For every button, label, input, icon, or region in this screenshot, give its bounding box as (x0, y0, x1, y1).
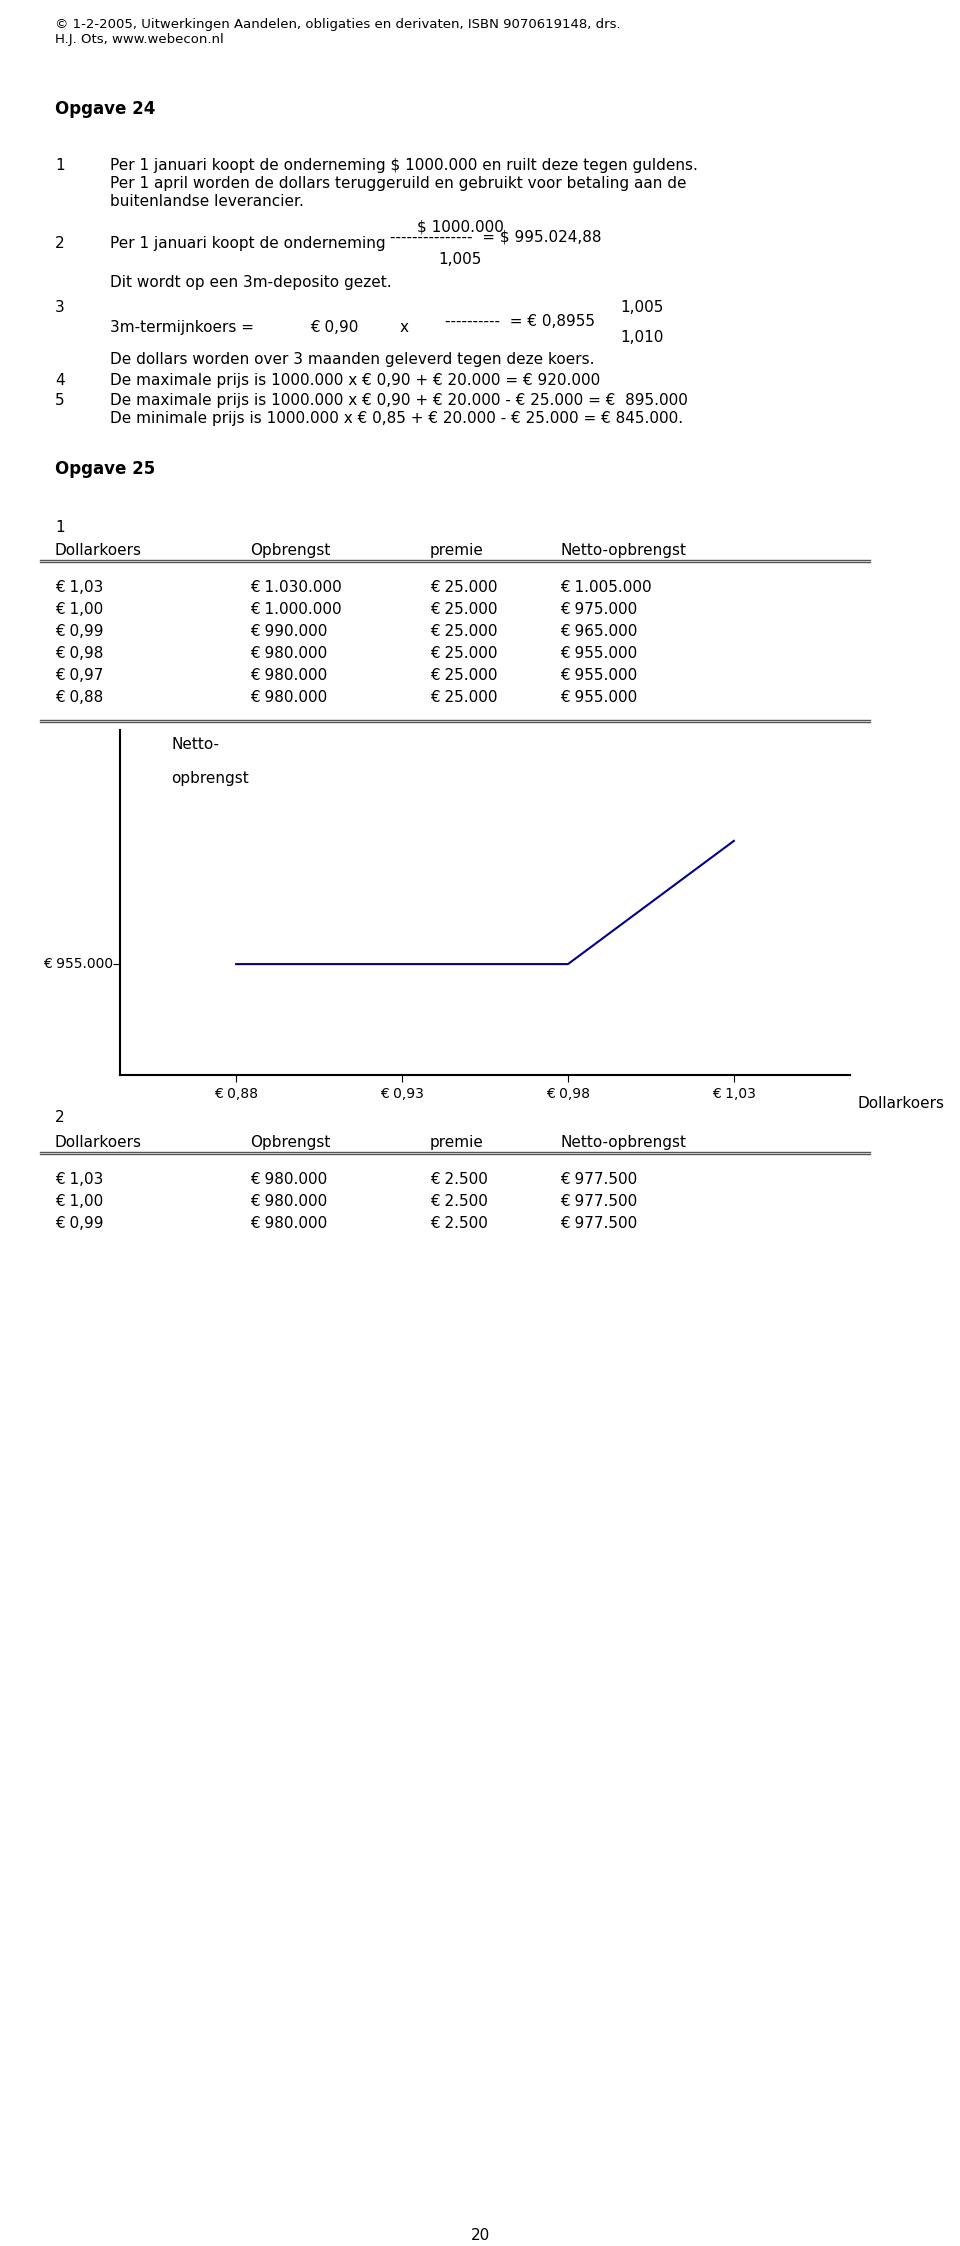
Text: De dollars worden over 3 maanden geleverd tegen deze koers.: De dollars worden over 3 maanden gelever… (110, 353, 594, 366)
Text: De maximale prijs is 1000.000 x € 0,90 + € 20.000 - € 25.000 = €  895.000: De maximale prijs is 1000.000 x € 0,90 +… (110, 393, 688, 409)
Text: 1,010: 1,010 (620, 330, 663, 346)
Text: € 980.000: € 980.000 (250, 1215, 327, 1231)
Text: © 1-2-2005, Uitwerkingen Aandelen, obligaties en derivaten, ISBN 9070619148, drs: © 1-2-2005, Uitwerkingen Aandelen, oblig… (55, 18, 620, 31)
Text: De minimale prijs is 1000.000 x € 0,85 + € 20.000 - € 25.000 = € 845.000.: De minimale prijs is 1000.000 x € 0,85 +… (110, 411, 684, 427)
Text: € 980.000: € 980.000 (250, 690, 327, 705)
Text: 1,005: 1,005 (620, 301, 663, 314)
Text: € 0,97: € 0,97 (55, 667, 104, 683)
Text: $ 1000.000: $ 1000.000 (417, 220, 503, 236)
Text: Opbrengst: Opbrengst (250, 544, 330, 557)
Text: 1: 1 (55, 157, 64, 173)
Text: Dollarkoers: Dollarkoers (857, 1096, 945, 1112)
Text: € 0,98: € 0,98 (55, 647, 104, 660)
Text: Opgave 25: Opgave 25 (55, 460, 156, 478)
Text: 3: 3 (55, 301, 64, 314)
Text: premie: premie (430, 1134, 484, 1150)
Text: 3m-termijnkoers =: 3m-termijnkoers = (110, 319, 254, 335)
Text: ----------  = € 0,8955: ---------- = € 0,8955 (445, 314, 595, 328)
Text: € 955.000: € 955.000 (42, 957, 112, 970)
Text: € 977.500: € 977.500 (560, 1195, 637, 1208)
Text: Dit wordt op een 3m-deposito gezet.: Dit wordt op een 3m-deposito gezet. (110, 274, 392, 290)
Text: € 1,00: € 1,00 (55, 1195, 104, 1208)
Text: € 25.000: € 25.000 (430, 602, 497, 618)
Text: € 2.500: € 2.500 (430, 1172, 488, 1186)
Text: 1,005: 1,005 (439, 252, 482, 267)
Text: € 1,03: € 1,03 (55, 579, 104, 595)
Text: De maximale prijs is 1000.000 x € 0,90 + € 20.000 = € 920.000: De maximale prijs is 1000.000 x € 0,90 +… (110, 373, 600, 389)
Text: 2: 2 (55, 1110, 64, 1125)
Text: € 0,90: € 0,90 (310, 319, 358, 335)
Text: € 0,99: € 0,99 (55, 1215, 104, 1231)
Text: € 25.000: € 25.000 (430, 579, 497, 595)
Text: € 977.500: € 977.500 (560, 1215, 637, 1231)
Text: buitenlandse leverancier.: buitenlandse leverancier. (110, 193, 304, 209)
Text: Netto-opbrengst: Netto-opbrengst (560, 544, 686, 557)
Text: € 25.000: € 25.000 (430, 624, 497, 640)
Text: Netto-: Netto- (171, 737, 219, 752)
Text: € 955.000: € 955.000 (560, 647, 637, 660)
Text: Dollarkoers: Dollarkoers (55, 1134, 142, 1150)
Text: Per 1 april worden de dollars teruggeruild en gebruikt voor betaling aan de: Per 1 april worden de dollars teruggerui… (110, 175, 686, 191)
Text: Per 1 januari koopt de onderneming $ 1000.000 en ruilt deze tegen guldens.: Per 1 januari koopt de onderneming $ 100… (110, 157, 698, 173)
Text: € 1.000.000: € 1.000.000 (250, 602, 342, 618)
Text: € 1.005.000: € 1.005.000 (560, 579, 652, 595)
Text: € 2.500: € 2.500 (430, 1195, 488, 1208)
Text: € 965.000: € 965.000 (560, 624, 637, 640)
Text: H.J. Ots, www.webecon.nl: H.J. Ots, www.webecon.nl (55, 34, 224, 45)
Text: € 0,88: € 0,88 (55, 690, 104, 705)
Text: € 1.030.000: € 1.030.000 (250, 579, 342, 595)
Text: € 25.000: € 25.000 (430, 647, 497, 660)
Text: € 955.000: € 955.000 (560, 667, 637, 683)
Text: 2: 2 (55, 236, 64, 252)
Text: € 977.500: € 977.500 (560, 1172, 637, 1186)
Text: Netto-opbrengst: Netto-opbrengst (560, 1134, 686, 1150)
Text: opbrengst: opbrengst (171, 770, 249, 786)
Text: Opgave 24: Opgave 24 (55, 101, 156, 119)
Text: € 2.500: € 2.500 (430, 1215, 488, 1231)
Text: € 25.000: € 25.000 (430, 667, 497, 683)
Text: 4: 4 (55, 373, 64, 389)
Text: premie: premie (430, 544, 484, 557)
Text: 20: 20 (470, 2228, 490, 2244)
Text: x: x (400, 319, 409, 335)
Text: € 990.000: € 990.000 (250, 624, 327, 640)
Text: 5: 5 (55, 393, 64, 409)
Text: ---------------  = $ 995.024,88: --------------- = $ 995.024,88 (390, 229, 602, 245)
Text: € 980.000: € 980.000 (250, 667, 327, 683)
Text: € 1,00: € 1,00 (55, 602, 104, 618)
Text: € 980.000: € 980.000 (250, 647, 327, 660)
Text: Dollarkoers: Dollarkoers (55, 544, 142, 557)
Text: 1: 1 (55, 521, 64, 535)
Text: Opbrengst: Opbrengst (250, 1134, 330, 1150)
Text: € 1,03: € 1,03 (55, 1172, 104, 1186)
Text: € 955.000: € 955.000 (560, 690, 637, 705)
Text: Per 1 januari koopt de onderneming: Per 1 januari koopt de onderneming (110, 236, 386, 252)
Text: € 975.000: € 975.000 (560, 602, 637, 618)
Text: € 0,99: € 0,99 (55, 624, 104, 640)
Text: € 980.000: € 980.000 (250, 1195, 327, 1208)
Text: € 980.000: € 980.000 (250, 1172, 327, 1186)
Text: € 25.000: € 25.000 (430, 690, 497, 705)
